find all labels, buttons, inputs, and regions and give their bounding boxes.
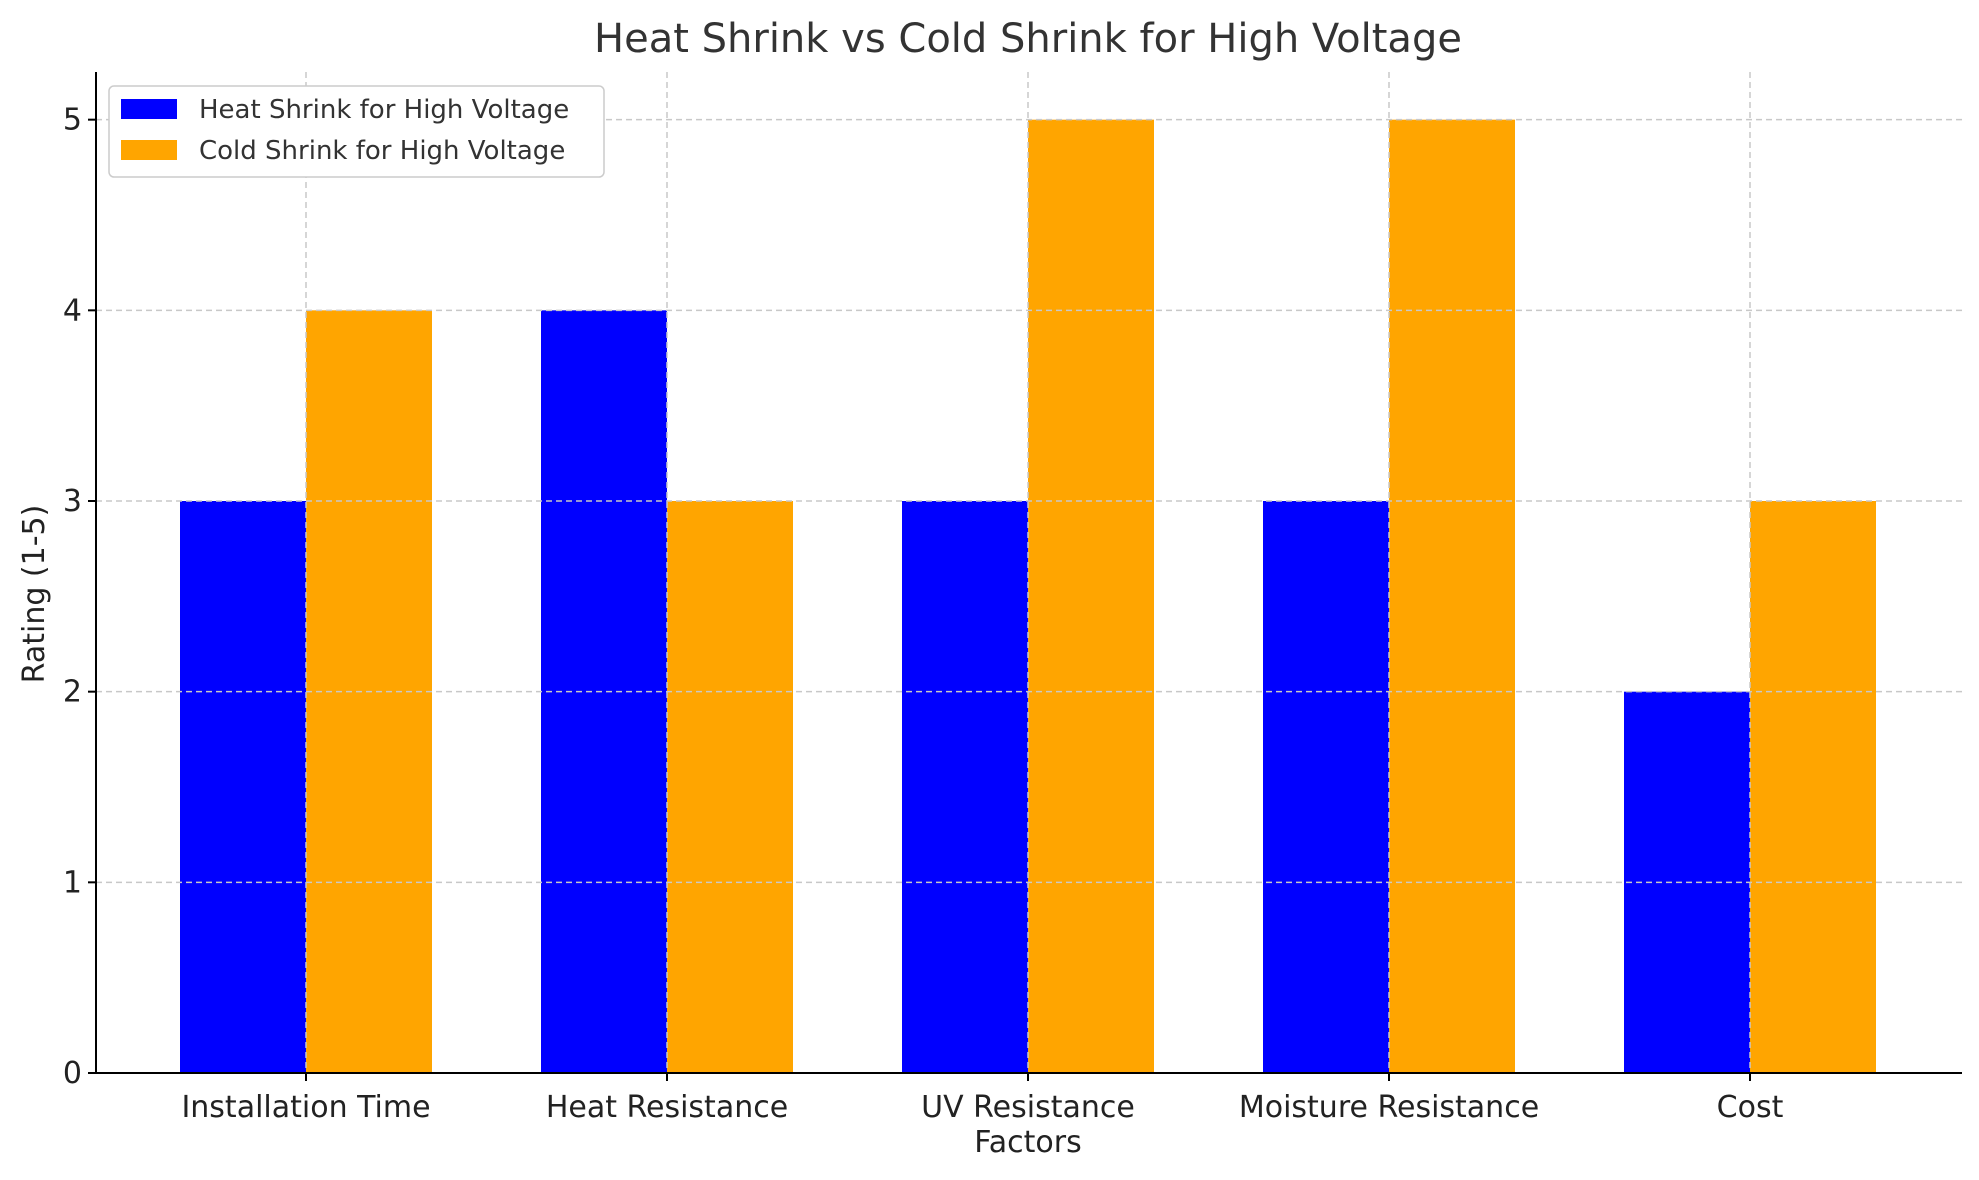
legend-label-cold-shrink: Cold Shrink for High Voltage bbox=[199, 136, 565, 166]
bar-heat-shrink-4 bbox=[1263, 501, 1389, 1073]
legend: Heat Shrink for High Voltage Cold Shrink… bbox=[108, 85, 605, 178]
bars-layer bbox=[96, 72, 1962, 1073]
x-axis-label: Factors bbox=[974, 1125, 1081, 1160]
x-tick-label-1: Installation Time bbox=[181, 1090, 430, 1125]
x-tick-label-3: UV Resistance bbox=[921, 1090, 1135, 1125]
legend-swatch-heat-shrink bbox=[121, 99, 177, 119]
bar-heat-shrink-1 bbox=[180, 501, 306, 1073]
y-tick-label-1: 1 bbox=[63, 865, 82, 900]
chart-title: Heat Shrink vs Cold Shrink for High Volt… bbox=[594, 16, 1462, 62]
bar-cold-shrink-2 bbox=[667, 501, 793, 1073]
bar-cold-shrink-4 bbox=[1389, 119, 1515, 1073]
ticks-layer: 0 1 2 3 4 5 Installation Time Heat Resistance UV… bbox=[63, 103, 1784, 1125]
y-tick-label-2: 2 bbox=[63, 675, 82, 710]
x-tick-label-2: Heat Resistance bbox=[546, 1090, 788, 1125]
x-tick-label-4: Moisture Resistance bbox=[1239, 1090, 1539, 1125]
bar-heat-shrink-3 bbox=[902, 501, 1028, 1073]
bar-cold-shrink-3 bbox=[1028, 119, 1154, 1073]
y-tick-label-0: 0 bbox=[63, 1056, 82, 1091]
legend-swatch-cold-shrink bbox=[121, 140, 177, 160]
legend-box bbox=[108, 85, 605, 178]
x-tick-label-5: Cost bbox=[1717, 1090, 1784, 1125]
bar-cold-shrink-5 bbox=[1750, 501, 1876, 1073]
y-tick-label-3: 3 bbox=[63, 484, 82, 519]
legend-label-heat-shrink: Heat Shrink for High Voltage bbox=[199, 95, 569, 125]
y-tick-label-5: 5 bbox=[63, 103, 82, 138]
y-axis-label: Rating (1-5) bbox=[17, 505, 52, 684]
y-tick-label-4: 4 bbox=[63, 293, 82, 328]
